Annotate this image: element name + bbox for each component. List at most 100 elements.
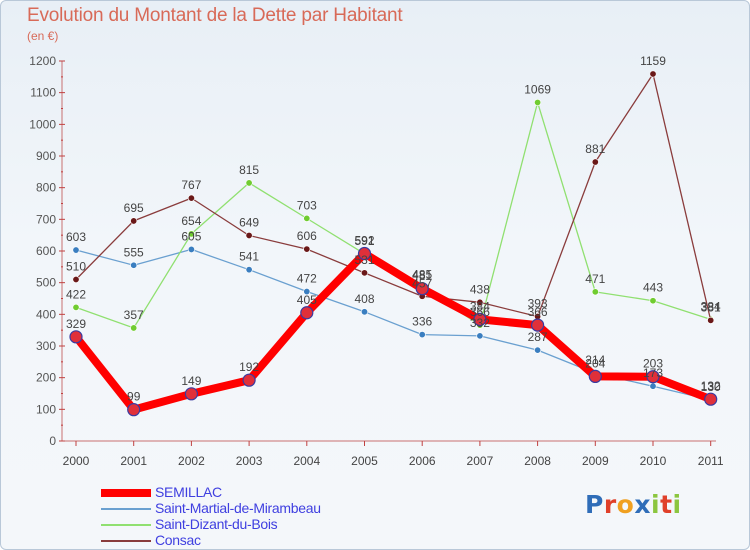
data-point-semillac: [415, 282, 429, 296]
data-point-semillac: [184, 387, 198, 401]
data-label-saint-dizant-du-bois: 471: [585, 272, 605, 286]
series-line-consac: [75, 73, 712, 322]
logo-letter: i: [672, 490, 682, 519]
y-tick-label: 300: [36, 339, 56, 353]
x-tick-label: 2010: [640, 454, 667, 468]
data-point-semillac: [69, 330, 83, 344]
data-label-saint-dizant-du-bois: 384: [701, 299, 721, 313]
x-tick-label: 2003: [236, 454, 263, 468]
data-label-consac: 695: [124, 201, 144, 215]
data-label-semillac: 366: [528, 305, 548, 319]
legend-swatch: [101, 524, 151, 526]
data-label-consac: 606: [297, 229, 317, 243]
data-point-saint-martial-de-mirambeau: [476, 332, 484, 340]
data-label-semillac: 149: [181, 374, 201, 388]
data-label-semillac: 203: [643, 357, 663, 371]
data-label-semillac: 481: [412, 269, 432, 283]
data-point-semillac: [530, 318, 545, 332]
data-point-semillac: [473, 312, 487, 326]
data-point-saint-martial-de-mirambeau: [245, 266, 253, 274]
legend-label: Saint-Dizant-du-Bois: [155, 516, 278, 532]
data-label-consac: 881: [585, 142, 605, 156]
data-label-saint-martial-de-mirambeau: 472: [297, 272, 317, 286]
x-tick-label: 2007: [467, 454, 494, 468]
legend-swatch: [101, 489, 151, 497]
data-label-saint-martial-de-mirambeau: 336: [412, 315, 432, 329]
y-tick-label: 400: [36, 307, 56, 321]
data-label-semillac: 329: [66, 317, 86, 331]
data-point-semillac: [242, 373, 256, 387]
data-label-saint-martial-de-mirambeau: 541: [239, 250, 259, 264]
data-point-saint-dizant-du-bois: [649, 297, 657, 305]
data-point-consac: [303, 245, 311, 253]
data-point-saint-martial-de-mirambeau: [534, 346, 542, 354]
data-point-consac: [360, 269, 368, 277]
data-point-saint-martial-de-mirambeau: [418, 331, 426, 339]
logo-letter: i: [651, 490, 661, 519]
data-label-semillac: 204: [585, 356, 605, 370]
data-point-saint-dizant-du-bois: [591, 288, 599, 296]
y-tick-label: 600: [36, 244, 56, 258]
data-point-saint-dizant-du-bois: [72, 303, 80, 311]
data-point-consac: [649, 70, 657, 78]
data-point-saint-dizant-du-bois: [130, 324, 138, 332]
data-point-saint-dizant-du-bois: [303, 214, 311, 222]
y-tick-label: 500: [36, 276, 56, 290]
chart-title: Evolution du Montant de la Dette par Hab…: [27, 5, 403, 26]
logo-letter: r: [603, 490, 617, 519]
data-point-consac: [187, 194, 195, 202]
data-point-consac: [72, 275, 80, 283]
data-label-saint-dizant-du-bois: 1069: [524, 82, 551, 96]
legend-swatch: [101, 508, 151, 510]
y-tick-label: 800: [36, 181, 56, 195]
logo-letter: t: [660, 490, 673, 519]
x-tick-label: 2001: [120, 454, 147, 468]
data-point-semillac: [300, 306, 314, 320]
proxiti-logo: Proxiti: [585, 490, 682, 519]
data-label-saint-dizant-du-bois: 366: [470, 305, 490, 319]
data-point-saint-martial-de-mirambeau: [130, 261, 138, 269]
data-label-consac: 649: [239, 215, 259, 229]
legend-label: Saint-Martial-de-Mirambeau: [155, 500, 321, 516]
legend-swatch: [101, 540, 151, 542]
data-label-saint-martial-de-mirambeau: 332: [470, 316, 490, 330]
x-tick-label: 2011: [698, 454, 724, 468]
x-tick-label: 2006: [409, 454, 436, 468]
data-point-consac: [707, 316, 715, 324]
data-label-saint-martial-de-mirambeau: 130: [701, 380, 721, 394]
data-point-semillac: [704, 392, 718, 406]
data-label-saint-martial-de-mirambeau: 214: [585, 353, 605, 367]
data-point-saint-martial-de-mirambeau: [72, 246, 80, 254]
data-point-saint-martial-de-mirambeau: [303, 288, 311, 296]
data-label-saint-dizant-du-bois: 485: [412, 267, 432, 281]
data-label-saint-martial-de-mirambeau: 287: [528, 330, 548, 344]
y-tick-label: 1100: [30, 86, 56, 100]
x-tick-label: 2005: [351, 454, 378, 468]
data-point-semillac: [127, 403, 141, 417]
data-point-semillac: [357, 246, 372, 261]
logo-letter: P: [585, 490, 604, 519]
data-label-consac: 510: [66, 260, 86, 274]
legend-label: Consac: [155, 532, 201, 548]
data-label-consac: 393: [528, 297, 548, 311]
data-point-saint-dizant-du-bois: [245, 179, 253, 187]
data-label-saint-dizant-du-bois: 815: [239, 163, 259, 177]
x-tick-label: 2000: [63, 454, 90, 468]
data-label-saint-dizant-du-bois: 443: [643, 281, 663, 295]
data-label-saint-martial-de-mirambeau: 173: [643, 366, 663, 380]
data-point-consac: [130, 217, 138, 225]
logo-letter: o: [616, 490, 635, 519]
data-point-semillac: [646, 370, 660, 384]
data-label-saint-dizant-du-bois: 422: [66, 287, 86, 301]
y-tick-label: 200: [36, 371, 56, 385]
data-label-consac: 1159: [640, 54, 666, 68]
y-tick-label: 1200: [29, 54, 56, 68]
data-point-saint-martial-de-mirambeau: [187, 245, 195, 253]
data-point-consac: [476, 298, 484, 306]
logo-letter: x: [634, 490, 651, 519]
y-tick-label: 0: [49, 434, 56, 448]
data-label-saint-martial-de-mirambeau: 408: [354, 292, 374, 306]
data-point-saint-martial-de-mirambeau: [649, 382, 657, 390]
y-tick-label: 700: [36, 212, 56, 226]
